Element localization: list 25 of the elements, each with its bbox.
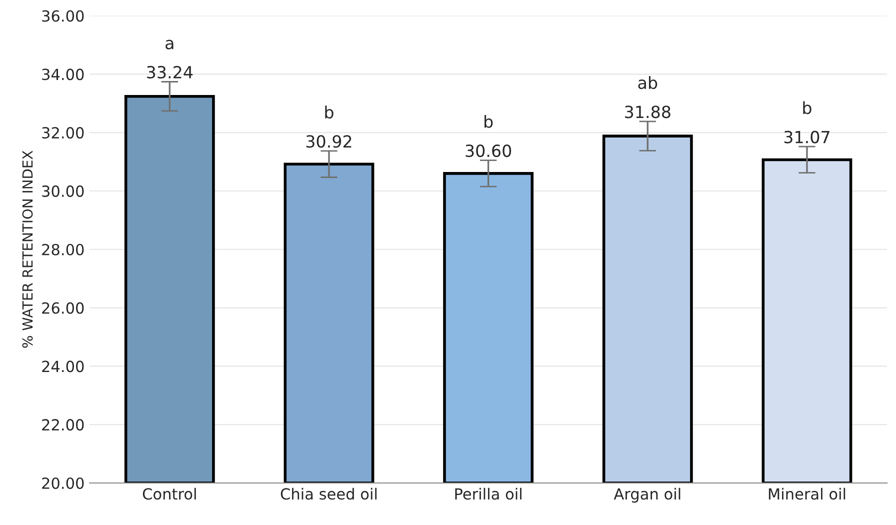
annotation: ab (638, 76, 658, 90)
annotation: b (803, 101, 812, 114)
x-tick-label: Control (142, 488, 196, 500)
y-tick-label: 26.00 (42, 302, 84, 314)
data-label: 30.60 (466, 144, 512, 158)
y-tick-label: 22.00 (42, 419, 84, 431)
y-axis-title: % WATER RETENTION INDEX (22, 150, 33, 348)
annotation: a (166, 40, 174, 50)
y-tick-label: 32.00 (42, 127, 84, 139)
y-tick-label: 20.00 (42, 477, 84, 490)
annotation: b (484, 115, 493, 128)
y-tick-label: 34.00 (42, 68, 84, 80)
x-tick-label: Mineral oil (768, 488, 846, 500)
data-label: 30.92 (306, 135, 352, 148)
y-tick-label: 36.00 (42, 10, 84, 22)
x-tick-label: Argan oil (614, 488, 680, 503)
data-label: 33.24 (147, 66, 193, 79)
data-label: 31.07 (784, 130, 830, 144)
annotation: b (325, 106, 334, 119)
x-tick-label: Chia seed oil (280, 488, 377, 500)
y-tick-label: 28.00 (42, 244, 84, 256)
y-tick-label: 30.00 (42, 185, 84, 197)
x-tick-label: Perilla oil (455, 488, 522, 500)
data-label: 31.88 (625, 106, 670, 118)
y-tick-label: 24.00 (42, 360, 84, 372)
